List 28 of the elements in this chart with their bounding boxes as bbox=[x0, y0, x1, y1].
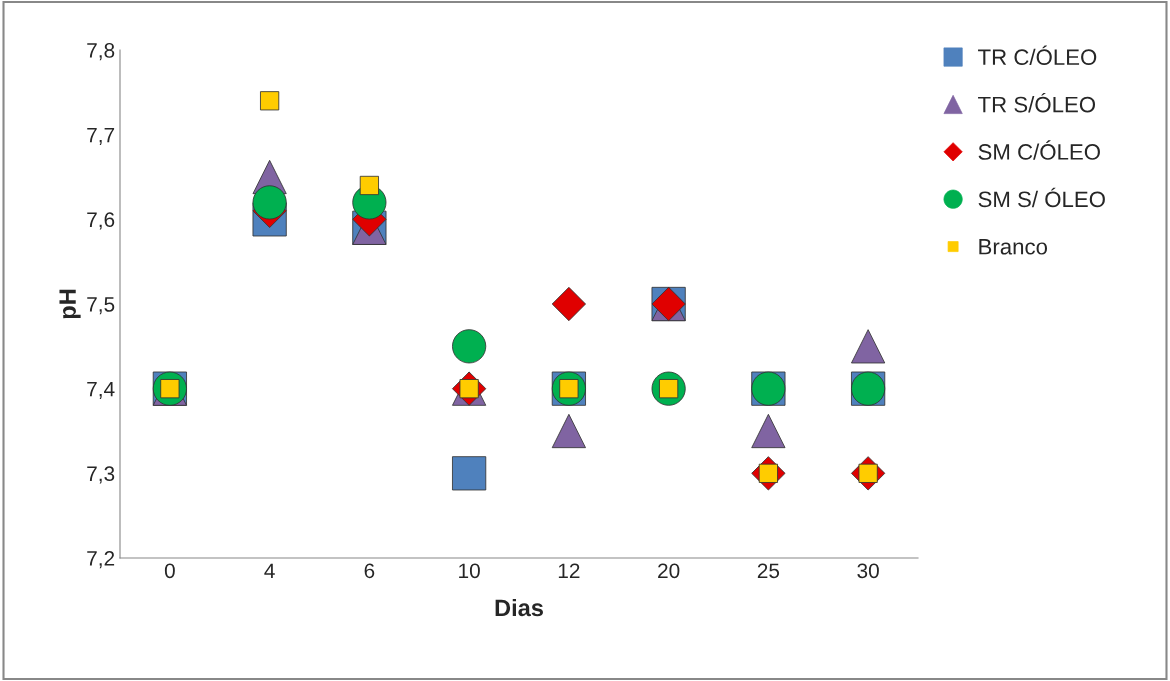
legend-label: TR C/ÓLEO bbox=[978, 45, 1097, 66]
x-tick-label: 10 bbox=[459, 563, 480, 579]
legend-label: SM S/ ÓLEO bbox=[978, 187, 1105, 208]
x-tick-label: 30 bbox=[857, 563, 879, 579]
x-tick-label: 20 bbox=[658, 563, 680, 579]
legend-label: SM C/ÓLEO bbox=[978, 140, 1100, 160]
x-tick-label: 6 bbox=[364, 563, 375, 579]
y-tick-label: 7,8 bbox=[87, 43, 115, 61]
y-tick-label: 7,2 bbox=[87, 551, 115, 569]
y-tick-label: 7,6 bbox=[87, 212, 115, 230]
x-axis-title: Dias bbox=[495, 598, 543, 617]
y-tick-label: 7,5 bbox=[87, 297, 115, 315]
x-tick-label: 12 bbox=[558, 563, 580, 578]
point bbox=[252, 185, 287, 220]
point bbox=[452, 329, 487, 364]
point bbox=[260, 91, 280, 111]
y-tick-label: 7,3 bbox=[87, 466, 115, 484]
y-tick-label: 7,7 bbox=[87, 127, 115, 145]
point bbox=[551, 286, 586, 322]
y-axis-title: pH bbox=[59, 289, 81, 319]
x-tick-label: 4 bbox=[264, 563, 275, 578]
y-tick-label: 7,4 bbox=[87, 381, 115, 399]
x-tick-label: 0 bbox=[164, 563, 175, 579]
legend-label: TR S/ÓLEO bbox=[978, 92, 1096, 113]
x-tick-label: 25 bbox=[757, 563, 780, 579]
point bbox=[851, 329, 886, 364]
legend-label: Branco bbox=[979, 239, 1048, 255]
point bbox=[751, 413, 786, 449]
